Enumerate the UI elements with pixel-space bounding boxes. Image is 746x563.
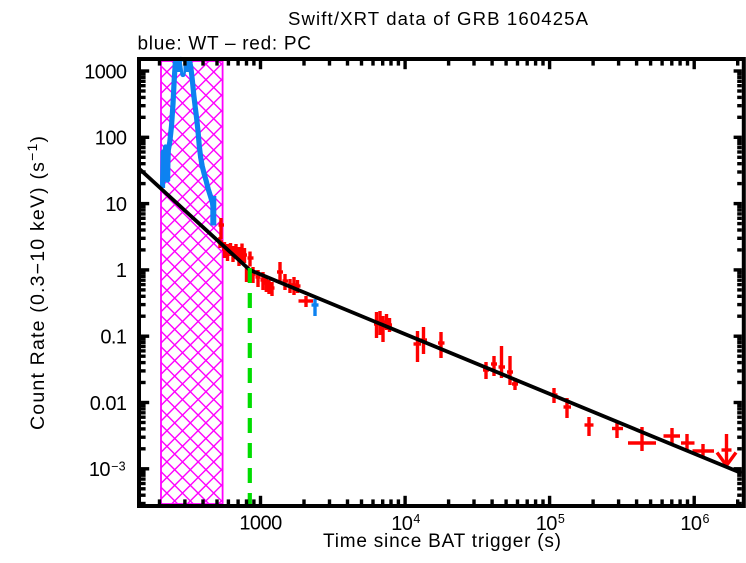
svg-text:100: 100 bbox=[95, 128, 127, 150]
svg-text:1000: 1000 bbox=[239, 513, 282, 535]
svg-text:10: 10 bbox=[536, 513, 558, 535]
svg-text:Swift/XRT data of GRB 160425A: Swift/XRT data of GRB 160425A bbox=[288, 8, 589, 29]
svg-text:0.01: 0.01 bbox=[90, 393, 127, 415]
svg-text:6: 6 bbox=[703, 512, 710, 526]
svg-text:Count Rate (0.3−10 keV) (s−1): Count Rate (0.3−10 keV) (s−1) bbox=[24, 136, 49, 430]
svg-text:10: 10 bbox=[391, 513, 413, 535]
svg-text:−3: −3 bbox=[111, 459, 125, 473]
svg-text:4: 4 bbox=[413, 512, 420, 526]
svg-text:10: 10 bbox=[89, 459, 111, 481]
svg-text:0.1: 0.1 bbox=[100, 327, 127, 349]
svg-text:blue: WT – red: PC: blue: WT – red: PC bbox=[138, 34, 312, 55]
svg-text:10: 10 bbox=[105, 194, 127, 216]
svg-text:Time since BAT trigger (s): Time since BAT trigger (s) bbox=[323, 531, 561, 552]
svg-text:10: 10 bbox=[680, 513, 702, 535]
svg-text:1000: 1000 bbox=[84, 61, 127, 83]
svg-text:5: 5 bbox=[558, 512, 565, 526]
svg-text:1: 1 bbox=[116, 260, 127, 282]
